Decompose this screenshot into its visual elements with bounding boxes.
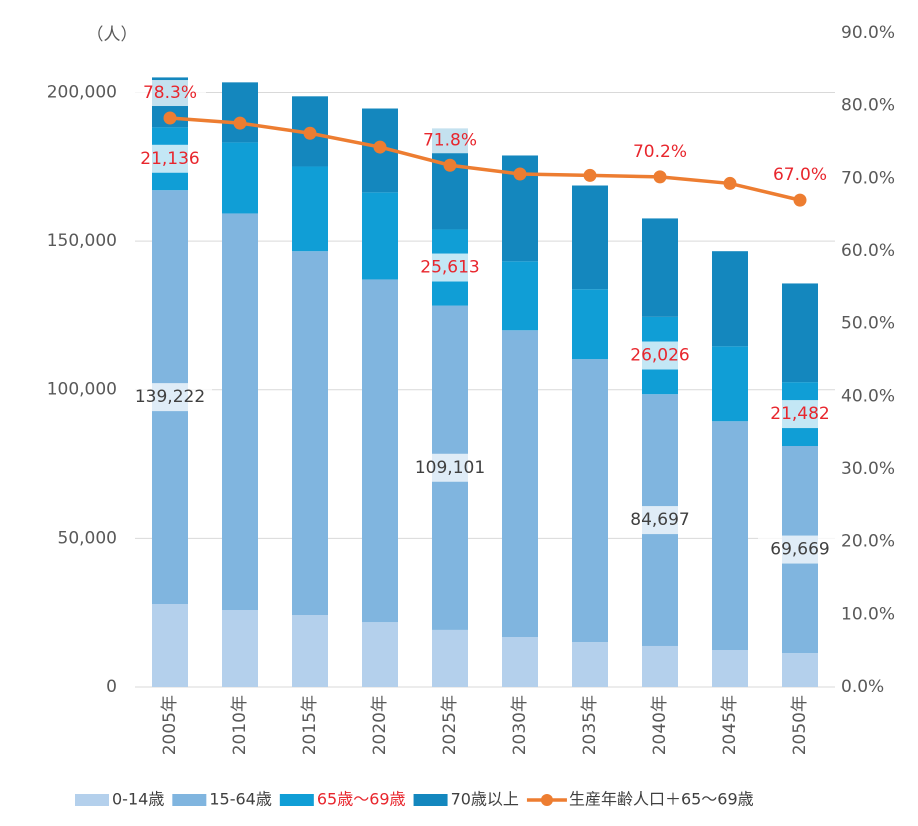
data-label: 26,026 bbox=[630, 346, 689, 366]
bar-segment bbox=[292, 615, 328, 687]
y2-tick-label: 60.0% bbox=[841, 241, 895, 261]
data-label: 71.8% bbox=[423, 130, 477, 150]
bar-segment bbox=[362, 279, 398, 623]
y-tick-label: 100,000 bbox=[47, 380, 117, 400]
label-box bbox=[758, 535, 842, 564]
data-label: 84,697 bbox=[630, 510, 689, 530]
bar-segment bbox=[712, 346, 748, 422]
label-box bbox=[758, 400, 842, 429]
y-tick-label: 200,000 bbox=[47, 82, 117, 102]
label-box bbox=[128, 383, 212, 412]
data-label: 109,101 bbox=[415, 458, 485, 478]
data-label: 139,222 bbox=[135, 387, 205, 407]
data-label: 67.0% bbox=[773, 165, 827, 185]
data-label: 21,136 bbox=[140, 149, 199, 169]
data-label: 70.2% bbox=[633, 142, 687, 162]
label-box bbox=[618, 506, 702, 535]
y2-tick-label: 0.0% bbox=[841, 677, 884, 697]
data-label: 21,482 bbox=[770, 404, 829, 424]
bar-segment bbox=[642, 645, 678, 687]
bar-segment bbox=[502, 261, 538, 331]
y-tick-label: 150,000 bbox=[47, 231, 117, 251]
bar-segment bbox=[222, 610, 258, 687]
label-box bbox=[128, 144, 212, 173]
label-box bbox=[764, 162, 836, 189]
y2-tick-label: 30.0% bbox=[841, 459, 895, 479]
bar-segment bbox=[572, 359, 608, 643]
bar-segment bbox=[572, 289, 608, 360]
bar-segment bbox=[712, 421, 748, 651]
bar-segment bbox=[222, 82, 258, 143]
legend-label: 0-14歳 bbox=[112, 790, 164, 809]
bar-segment bbox=[782, 283, 818, 383]
bar-segment bbox=[362, 192, 398, 280]
data-label: 69,669 bbox=[770, 540, 829, 560]
bar-segment bbox=[222, 213, 258, 611]
x-tick-label: 2035年 bbox=[580, 695, 600, 755]
label-box bbox=[134, 80, 206, 107]
line-marker bbox=[513, 167, 527, 181]
bar-segment bbox=[292, 251, 328, 616]
x-tick-label: 2005年 bbox=[160, 695, 180, 755]
line-marker bbox=[793, 193, 807, 207]
legend-label: 生産年齢人口＋65～69歳 bbox=[569, 790, 754, 809]
bar-segment bbox=[502, 637, 538, 687]
y-axis-label: （人） bbox=[87, 25, 138, 45]
bar-segment bbox=[572, 642, 608, 687]
bar-segment bbox=[782, 653, 818, 687]
line bbox=[169, 116, 801, 202]
x-tick-label: 2020年 bbox=[370, 695, 390, 755]
bar-segment bbox=[292, 166, 328, 252]
y2-tick-label: 40.0% bbox=[841, 386, 895, 406]
label-box bbox=[618, 341, 702, 370]
legend-label: 70歳以上 bbox=[451, 790, 519, 809]
bar-segment bbox=[222, 142, 258, 214]
legend-swatch bbox=[279, 794, 314, 806]
y2-tick-label: 90.0% bbox=[841, 23, 895, 43]
x-tick-label: 2050年 bbox=[790, 695, 810, 755]
label-box bbox=[624, 138, 696, 165]
line-marker bbox=[233, 116, 247, 130]
y-tick-label: 0 bbox=[106, 677, 117, 697]
y2-tick-label: 80.0% bbox=[841, 96, 895, 116]
legend-marker bbox=[540, 794, 553, 806]
label-box bbox=[414, 127, 486, 154]
legend-label: 65歳～69歳 bbox=[317, 790, 406, 809]
line-marker bbox=[443, 158, 457, 172]
bar-segment bbox=[712, 251, 748, 347]
y-tick-label: 50,000 bbox=[58, 528, 117, 548]
legend-swatch bbox=[75, 794, 109, 806]
label-box bbox=[408, 453, 492, 482]
x-tick-label: 2025年 bbox=[440, 695, 460, 755]
y2-tick-label: 20.0% bbox=[841, 532, 895, 552]
line-marker bbox=[653, 170, 667, 184]
line-marker bbox=[163, 111, 177, 125]
line-marker bbox=[303, 126, 317, 140]
bar-segment bbox=[712, 650, 748, 687]
line-marker bbox=[373, 140, 387, 154]
legend-swatch bbox=[172, 794, 207, 806]
legend-label: 15-64歳 bbox=[209, 790, 272, 809]
bar-segment bbox=[362, 622, 398, 687]
legend-swatch bbox=[413, 794, 448, 806]
y2-tick-label: 10.0% bbox=[841, 604, 895, 624]
y2-tick-label: 50.0% bbox=[841, 314, 895, 334]
y2-tick-label: 70.0% bbox=[841, 168, 895, 188]
x-tick-label: 2030年 bbox=[510, 695, 530, 755]
x-tick-label: 2010年 bbox=[230, 695, 250, 755]
line-marker bbox=[583, 168, 597, 182]
line-marker bbox=[723, 176, 737, 190]
x-tick-label: 2045年 bbox=[720, 695, 740, 755]
data-label: 78.3% bbox=[143, 83, 197, 103]
bar-segment bbox=[502, 330, 538, 638]
bar-segment bbox=[432, 629, 468, 687]
label-box bbox=[408, 253, 492, 282]
bar-segment bbox=[642, 218, 678, 317]
bar-segment bbox=[152, 604, 188, 687]
data-label: 25,613 bbox=[420, 258, 479, 278]
x-tick-label: 2015年 bbox=[300, 695, 320, 755]
bar-segment bbox=[572, 185, 608, 290]
x-tick-label: 2040年 bbox=[650, 695, 670, 755]
